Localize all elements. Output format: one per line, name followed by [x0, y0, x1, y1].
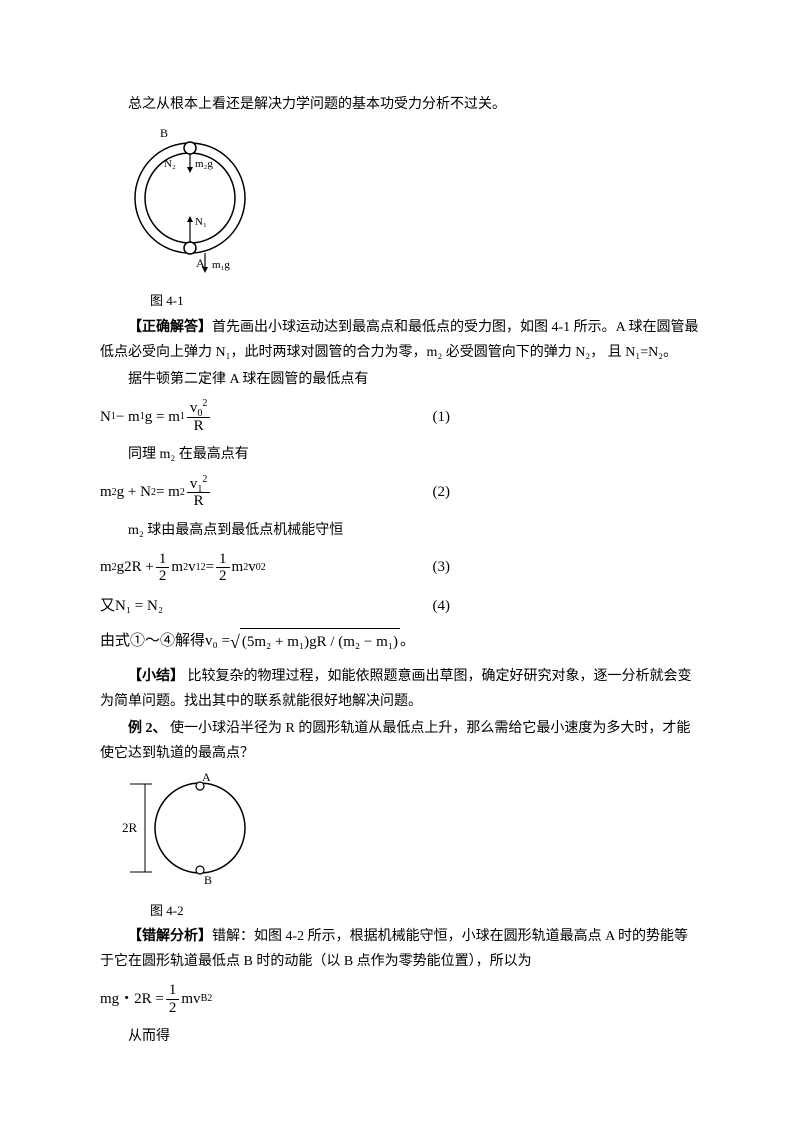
equation-2: m2g + N2 = m2 v12R (2) [100, 476, 700, 510]
wrong-analysis-label: 【错解分析】 [128, 929, 212, 944]
summary-paragraph: 【小结】 比较复杂的物理过程，如能依照题意画出草图，确定好研究对象，逐一分析就会… [100, 664, 700, 714]
figure-4-1: B A N₂ m₂g N₁ m₁g [120, 123, 700, 287]
svg-text:m₂g: m₂g [195, 158, 213, 170]
derive-period: 。 [400, 628, 415, 655]
derived-result: 由式①～④解得v₀ = √ (5m₂ + m₁)gR / (m₂ − m₁) 。 [100, 628, 700, 656]
equation-3: m2g2R + 12 m2v12 = 12 m2v02 (3) [100, 551, 700, 585]
figure-4-2-caption: 图 4-2 [150, 899, 700, 922]
after-eq1-text: 同理 m₂ 在最高点有 [100, 442, 700, 467]
equation-4: 又N₁ = N₂ (4) [100, 593, 700, 620]
correct-answer-paragraph-2: 据牛顿第二定律 A 球在圆管的最低点有 [100, 367, 700, 392]
equation-1: N1 − m1g = m1 v02R (1) [100, 400, 700, 434]
svg-text:2R: 2R [122, 820, 138, 835]
svg-text:A: A [202, 772, 211, 784]
svg-text:N₁: N₁ [195, 216, 207, 228]
intro-paragraph: 总之从根本上看还是解决力学问题的基本功受力分析不过关。 [100, 92, 700, 117]
svg-text:m₁g: m₁g [212, 259, 230, 271]
figure-4-2: A B 2R [120, 772, 700, 896]
summary-text: 比较复杂的物理过程，如能依照题意画出草图，确定好研究对象，逐一分析就会变为简单问… [100, 669, 692, 709]
equation-4-text: 又N₁ = N₂ [100, 593, 163, 620]
after-eq5-text: 从而得 [100, 1024, 700, 1049]
example-2-text: 使一小球沿半径为 R 的圆形轨道从最低点上升，那么需给它最小速度为多大时，才能使… [100, 721, 690, 761]
equation-1-number: (1) [433, 404, 701, 431]
example-2-label: 例 2、 [128, 721, 167, 736]
equation-2-number: (2) [433, 479, 701, 506]
correct-answer-paragraph-1: 【正确解答】首先画出小球运动达到最高点和最低点的受力图，如图 4-1 所示。A … [100, 315, 700, 365]
svg-text:B: B [160, 126, 168, 140]
equation-3-number: (3) [433, 554, 701, 581]
summary-label: 【小结】 [128, 669, 184, 684]
figure-4-1-svg: B A N₂ m₂g N₁ m₁g [120, 123, 270, 278]
correct-answer-label: 【正确解答】 [128, 320, 212, 335]
figure-4-2-svg: A B 2R [120, 772, 260, 887]
equation-5: mg・2R = 12 mvB2 [100, 982, 700, 1016]
figure-4-1-caption: 图 4-1 [150, 289, 700, 312]
equation-4-number: (4) [433, 593, 701, 620]
wrong-analysis-paragraph: 【错解分析】错解：如图 4-2 所示，根据机械能守恒，小球在圆形轨道最高点 A … [100, 924, 700, 974]
svg-text:B: B [204, 873, 212, 887]
after-eq2-text: m₂ 球由最高点到最低点机械能守恒 [100, 518, 700, 543]
example-2-paragraph: 例 2、 使一小球沿半径为 R 的圆形轨道从最低点上升，那么需给它最小速度为多大… [100, 716, 700, 766]
sqrt-body: (5m₂ + m₁)gR / (m₂ − m₁) [240, 628, 400, 656]
derive-prefix: 由式①～④解得v₀ = [100, 628, 230, 655]
svg-text:N₂: N₂ [164, 158, 176, 170]
